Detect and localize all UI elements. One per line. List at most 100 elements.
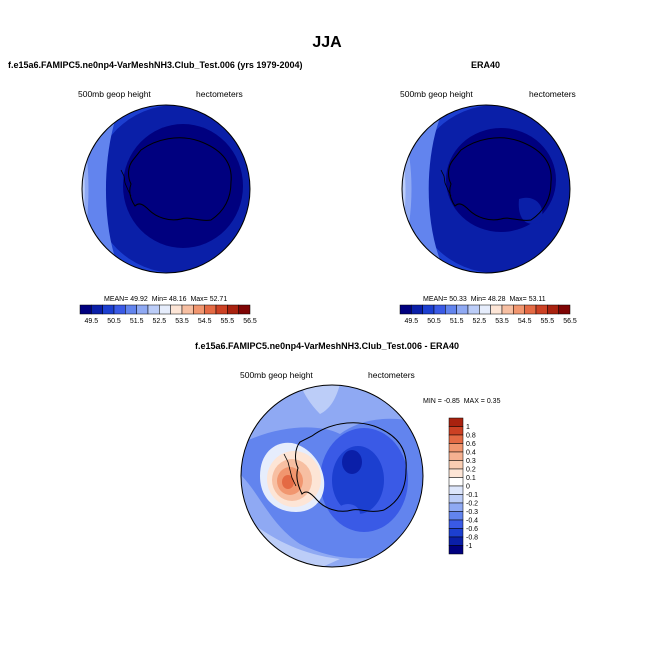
colorbar-swatch: [91, 304, 103, 315]
colorbar-tick-label: 54.5: [198, 318, 212, 325]
panel2-min-value: 48.28: [488, 296, 506, 303]
panel2-variable-label: 500mb geop height: [400, 89, 473, 99]
panel3-max-label: MAX =: [463, 398, 485, 405]
colorbar-swatch: [181, 304, 194, 315]
colorbar-tick-label: 0.1: [466, 475, 476, 482]
panel2-stats: MEAN= 50.33 Min= 48.28 Max= 53.11: [423, 296, 546, 303]
colorbar-tick-label: 0: [466, 484, 470, 491]
colorbar-swatch: [204, 304, 217, 315]
colorbar-swatch: [448, 434, 464, 444]
panel1-mean-label: MEAN=: [104, 296, 129, 303]
colorbar-swatch: [113, 304, 126, 315]
colorbar-tick-label: -0.2: [466, 501, 478, 508]
colorbar-swatch: [79, 304, 92, 315]
panel1-min-label: Min=: [151, 296, 168, 303]
panel2-title: ERA40: [471, 60, 501, 70]
colorbar-swatch: [215, 304, 228, 315]
colorbar-tick-label: -0.4: [466, 518, 478, 525]
panel3-polar-map: [240, 384, 424, 568]
colorbar-swatch: [422, 304, 435, 315]
colorbar-swatch: [535, 304, 548, 315]
colorbar-tick-label: -0.8: [466, 535, 478, 542]
panel2-colorbar: 49.5 50.5 51.5 52.5 53.5 54.5 55.5 56.5: [399, 304, 577, 325]
panel3-max-value: 0.35: [486, 398, 501, 405]
panel3-colorbar: 1 0.80.6 0.40.3 0.20.1 0-0.1 -0.2-0.3 -0.4-0.6…: [448, 417, 478, 555]
colorbar-tick-label: 56.5: [243, 318, 257, 325]
colorbar-tick-label: 54.5: [518, 318, 532, 325]
panel3-title: f.e15a6.FAMIPC5.ne0np4-VarMeshNH3.Club_T…: [195, 341, 459, 351]
colorbar-swatch: [490, 304, 503, 315]
colorbar-tick-label: 55.5: [221, 318, 235, 325]
colorbar-swatch: [238, 304, 251, 315]
panel3-min-value: -0.85: [443, 398, 460, 405]
colorbar-swatch: [524, 304, 537, 315]
panel2-polar-map: [401, 104, 571, 274]
colorbar-swatch: [147, 304, 160, 315]
colorbar-swatch: [448, 468, 464, 478]
panel3-variable-label: 500mb geop height: [240, 370, 313, 380]
colorbar-swatch: [448, 485, 464, 495]
colorbar-tick-label: 0.2: [466, 467, 476, 474]
colorbar-tick-label: 50.5: [427, 318, 441, 325]
colorbar-swatch: [513, 304, 525, 315]
panel1-max-label: Max=: [190, 296, 208, 303]
colorbar-swatch: [227, 304, 239, 315]
colorbar-tick-label: 0.6: [466, 441, 476, 448]
panel3-stats: MIN = -0.85 MAX = 0.35: [423, 398, 500, 405]
colorbar-swatch: [448, 519, 464, 529]
colorbar-swatch: [136, 304, 149, 315]
panel1-polar-map: [81, 104, 251, 274]
panel2-min-label: Min=: [470, 296, 487, 303]
colorbar-swatch: [448, 426, 464, 436]
colorbar-tick-label: -0.1: [466, 492, 478, 499]
colorbar-swatch: [445, 304, 457, 315]
colorbar-swatch: [170, 304, 183, 315]
panel1-stats: MEAN= 49.92 Min= 48.16 Max= 52.71: [104, 296, 227, 303]
colorbar-swatch: [448, 545, 464, 555]
panel1-units-label: hectometers: [196, 89, 243, 99]
colorbar-swatch: [448, 511, 464, 521]
panel1-mean-value: 49.92: [130, 296, 148, 303]
panel1-max-value: 52.71: [209, 296, 228, 303]
colorbar-swatch: [467, 304, 480, 315]
panel2-units-label: hectometers: [529, 89, 576, 99]
colorbar-swatch: [448, 494, 464, 504]
colorbar-tick-label: 53.5: [495, 318, 509, 325]
colorbar-tick-label: 52.5: [473, 318, 487, 325]
panel2-max-value: 53.11: [528, 296, 546, 303]
colorbar-swatch: [448, 528, 464, 538]
colorbar-swatch: [433, 304, 446, 315]
colorbar-tick-label: -0.3: [466, 509, 478, 516]
colorbar-tick-label: 55.5: [541, 318, 555, 325]
panel2-mean-value: 50.33: [449, 296, 467, 303]
colorbar-swatch: [448, 443, 464, 453]
figure-title: JJA: [312, 34, 342, 51]
panel1-colorbar: 49.5 50.5 51.5 52.5 53.5 54.5 55.5 56.5: [79, 304, 257, 325]
panel2-max-label: Max=: [509, 296, 527, 303]
colorbar-swatch: [193, 304, 205, 315]
panel1-title: f.e15a6.FAMIPC5.ne0np4-VarMeshNH3.Club_T…: [8, 60, 303, 70]
colorbar-tick-label: 1: [466, 424, 470, 431]
colorbar-tick-label: 51.5: [450, 318, 464, 325]
colorbar-swatch: [448, 477, 464, 487]
colorbar-swatch: [125, 304, 137, 315]
panel1-min-value: 48.16: [169, 296, 187, 303]
colorbar-tick-label: 0.4: [466, 450, 476, 457]
panel3-units-label: hectometers: [368, 370, 415, 380]
panel3-min-label: MIN =: [423, 398, 442, 405]
colorbar-swatch: [456, 304, 469, 315]
colorbar-tick-label: -0.6: [466, 526, 478, 533]
colorbar-tick-label: 49.5: [405, 318, 419, 325]
panel1-variable-label: 500mb geop height: [78, 89, 151, 99]
colorbar-swatch: [411, 304, 423, 315]
colorbar-swatch: [501, 304, 514, 315]
colorbar-tick-label: 53.5: [175, 318, 189, 325]
colorbar-tick-label: 0.8: [466, 433, 476, 440]
colorbar-swatch: [448, 460, 464, 470]
colorbar-tick-label: 50.5: [107, 318, 121, 325]
colorbar-tick-label: -1: [466, 543, 472, 550]
colorbar-swatch: [448, 502, 464, 512]
colorbar-tick-label: 49.5: [85, 318, 99, 325]
colorbar-tick-label: 52.5: [153, 318, 167, 325]
colorbar-swatch: [102, 304, 115, 315]
